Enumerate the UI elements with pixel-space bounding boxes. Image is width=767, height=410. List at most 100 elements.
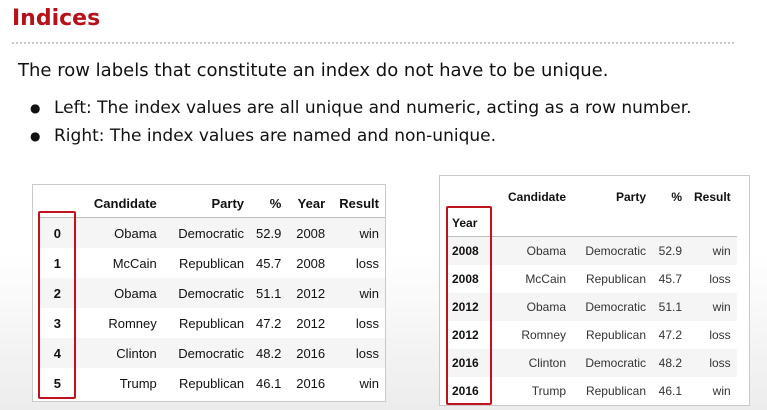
row-index: 0 [39,217,76,248]
table-cell: Obama [494,236,572,265]
table-cell: 47.2 [256,315,282,331]
table-cell: Democratic [162,278,251,308]
row-index: 2008 [452,272,479,286]
table-cell: win [359,375,379,391]
table-cell: 2012 [287,278,332,308]
row-index: 2016 [452,384,479,398]
right-table: Candidate Party % Result Year 2008 Obama… [446,184,737,405]
intro-text: The row labels that constitute an index … [18,60,609,81]
table-cell: Republican [585,272,646,286]
table-row: 2 Obama Democratic 51.1 2012 win [39,278,385,308]
table-cell: Republican [179,375,245,391]
table-cell: win [688,293,737,321]
table-cell: Republican [585,328,646,342]
table-cell: Republican [179,315,245,331]
table-cell: loss [355,315,379,331]
bullet-text: Left: The index values are all unique an… [54,98,692,118]
left-header-row: Candidate Party % Year Result [39,189,385,218]
bullet-icon: ● [30,101,41,115]
table-row: 1 McCain Republican 45.7 2008 loss [39,248,385,278]
column-header: Candidate [507,190,566,204]
table-cell: loss [355,255,379,271]
table-cell: 46.1 [256,375,282,391]
table-cell: Trump [119,375,157,391]
table-cell: Romney [521,328,566,342]
table-cell: Trump [531,384,566,398]
table-cell: 45.7 [658,272,682,286]
table-cell: 48.2 [652,349,688,377]
table-cell: 52.9 [250,217,288,248]
table-row: 2016 Trump Republican 46.1 win [446,377,737,405]
row-index: 5 [53,375,61,391]
table-cell: loss [331,338,385,368]
table-cell: Republican [179,255,245,271]
table-cell: Democratic [572,293,652,321]
table-cell: win [712,384,731,398]
table-cell: 2012 [296,315,326,331]
row-index: 1 [53,255,61,271]
table-cell: win [331,278,385,308]
table-cell: Romney [108,315,157,331]
column-header: % [250,189,288,218]
table-cell: 2008 [287,217,332,248]
table-cell: 2016 [296,375,326,391]
table-cell: Democratic [572,236,652,265]
row-index: 2012 [452,328,479,342]
right-header-row: Candidate Party % Result [446,184,737,210]
table-cell: 2016 [287,338,332,368]
column-header: Result [331,189,385,218]
header-blank [572,210,652,237]
left-dataframe: Candidate Party % Year Result 0 Obama De… [32,184,386,402]
table-cell: McCain [112,255,157,271]
row-index: 3 [53,315,61,331]
table-row: 0 Obama Democratic 52.9 2008 win [39,217,385,248]
table-cell: 45.7 [256,255,282,271]
table-row: 2012 Obama Democratic 51.1 win [446,293,737,321]
table-cell: Obama [75,278,163,308]
header-blank [652,210,688,237]
table-cell: Clinton [494,349,572,377]
header-blank [688,210,737,237]
table-cell: Obama [494,293,572,321]
table-cell: 51.1 [652,293,688,321]
table-row: 4 Clinton Democratic 48.2 2016 loss [39,338,385,368]
bullet-icon: ● [30,129,41,143]
column-header: Candidate [75,189,163,218]
table-cell: loss [688,349,737,377]
table-cell: win [331,217,385,248]
row-index: 4 [39,338,76,368]
table-cell: Clinton [75,338,163,368]
table-cell: 46.1 [658,384,682,398]
table-cell: 48.2 [250,338,288,368]
index-name-row: Year [446,210,737,237]
table-cell: Democratic [572,349,652,377]
bullet-list: ● Left: The index values are all unique a… [30,94,692,150]
column-header: Result [694,190,731,204]
column-header: Party [615,190,646,204]
index-highlight-box [38,211,76,399]
row-index: 2012 [446,293,494,321]
table-cell: 51.1 [250,278,288,308]
slide-title: Indices [12,6,101,31]
row-index: 2016 [446,349,494,377]
table-cell: loss [709,328,731,342]
index-highlight-box [446,206,492,405]
table-cell: Democratic [162,338,251,368]
table-row: 2012 Romney Republican 47.2 loss [446,321,737,349]
table-cell: Republican [585,384,646,398]
column-header: Party [162,189,251,218]
title-divider [12,42,734,44]
table-row: 2008 McCain Republican 45.7 loss [446,265,737,293]
table-row: 3 Romney Republican 47.2 2012 loss [39,308,385,338]
table-cell: win [688,236,737,265]
table-cell: 47.2 [658,328,682,342]
column-header: Year [287,189,332,218]
table-cell: McCain [525,272,566,286]
left-table: Candidate Party % Year Result 0 Obama De… [39,189,385,398]
bullet-text: Right: The index values are named and no… [54,126,496,146]
row-index: 2008 [446,236,494,265]
table-cell: loss [709,272,731,286]
table-row: 5 Trump Republican 46.1 2016 win [39,368,385,398]
table-cell: Democratic [162,217,251,248]
table-cell: 52.9 [652,236,688,265]
